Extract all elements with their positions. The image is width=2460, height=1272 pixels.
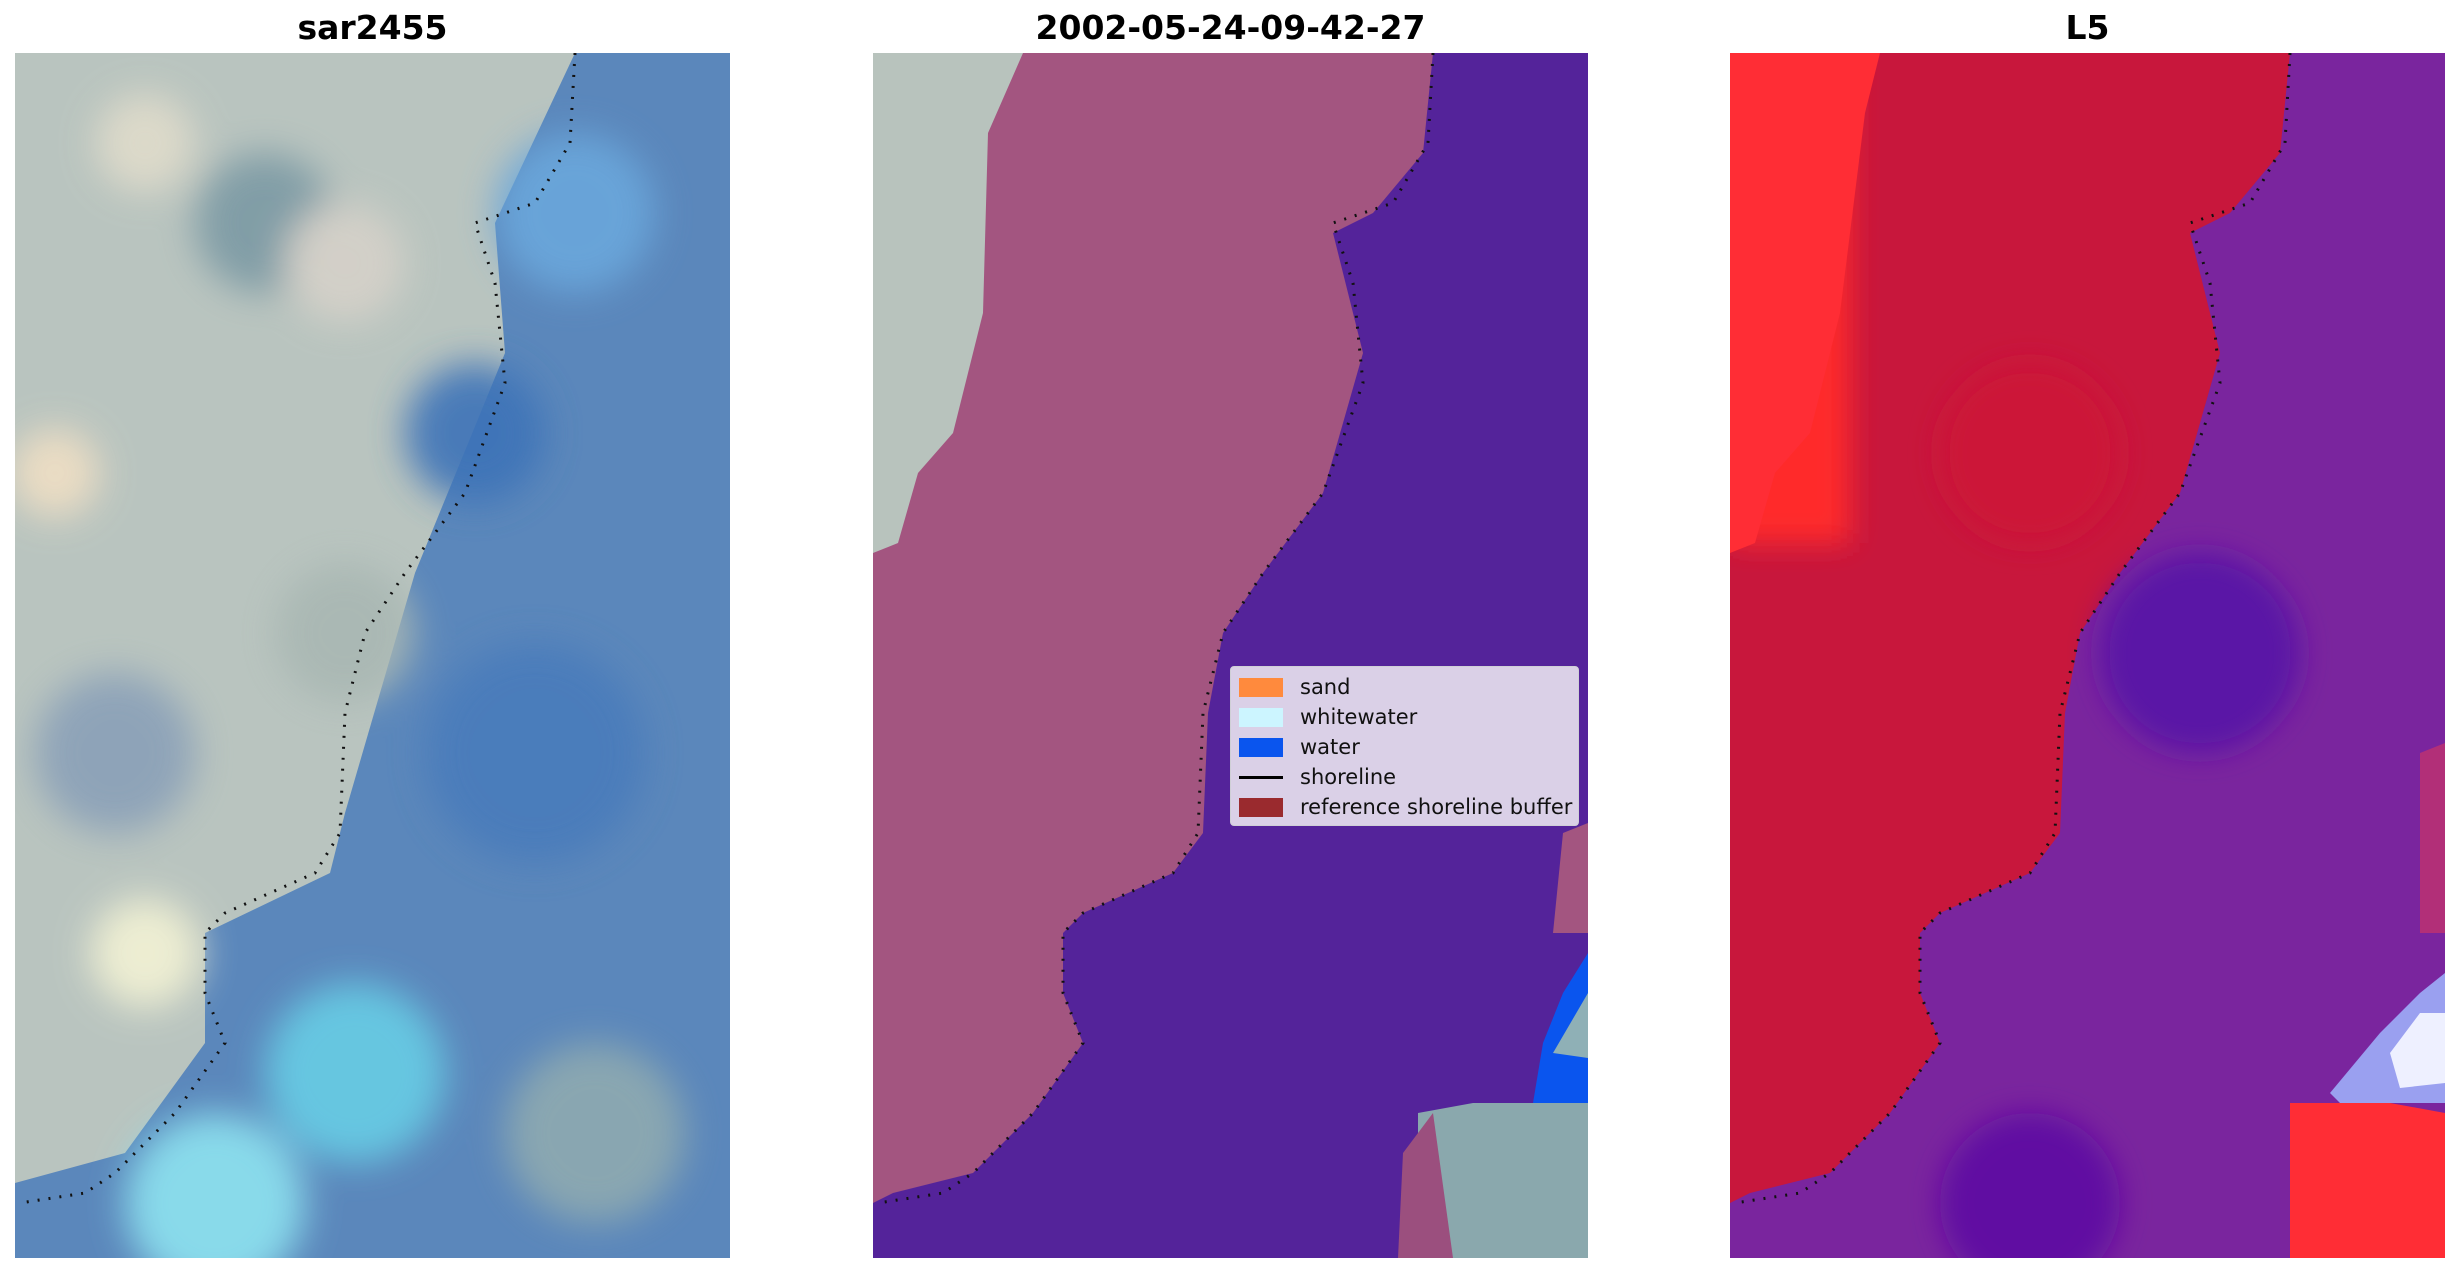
legend-item-shoreline: shoreline <box>1239 762 1396 792</box>
sand-swatch <box>1239 677 1283 697</box>
whitewater-swatch <box>1239 707 1283 727</box>
legend-item-reference-buffer: reference shoreline buffer <box>1239 792 1572 822</box>
panel-title-index: L5 <box>2065 8 2110 47</box>
legend-label: shoreline <box>1300 765 1397 789</box>
legend: sand whitewater water shoreline referenc… <box>1230 666 1579 826</box>
buffer-swatch <box>1239 797 1283 817</box>
legend-label: whitewater <box>1300 705 1418 729</box>
legend-label: water <box>1300 735 1360 759</box>
classification-panel <box>873 53 1588 1258</box>
rgb-satellite-image <box>15 53 730 1258</box>
classification-image <box>873 53 1588 1258</box>
shoreline-line-swatch <box>1239 775 1283 779</box>
panel-title-rgb: sar2455 <box>297 8 448 47</box>
legend-item-sand: sand <box>1239 672 1350 702</box>
legend-item-water: water <box>1239 732 1360 762</box>
index-panel <box>1730 53 2445 1258</box>
index-image <box>1730 53 2445 1258</box>
legend-item-whitewater: whitewater <box>1239 702 1417 732</box>
legend-label: reference shoreline buffer <box>1300 795 1573 819</box>
rgb-image-panel <box>15 53 730 1258</box>
legend-label: sand <box>1300 675 1351 699</box>
water-swatch <box>1239 737 1283 757</box>
panel-title-classification: 2002-05-24-09-42-27 <box>1035 8 1426 47</box>
